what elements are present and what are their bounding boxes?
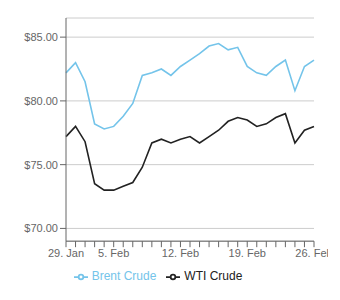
svg-text:29. Jan: 29. Jan [48,247,84,259]
svg-text:12. Feb: 12. Feb [162,247,199,259]
svg-text:$80.00: $80.00 [24,95,58,107]
svg-text:$75.00: $75.00 [24,159,58,171]
svg-text:$70.00: $70.00 [24,222,58,234]
svg-text:5. Feb: 5. Feb [98,247,129,259]
html-text:WTI Crude: WTI Crude [184,269,243,284]
svg-text:26. Feb: 26. Feb [295,247,328,259]
html-text:Brent Crude: Brent Crude [91,269,157,284]
svg-text:$85.00: $85.00 [24,31,58,43]
svg-text:19. Feb: 19. Feb [229,247,266,259]
